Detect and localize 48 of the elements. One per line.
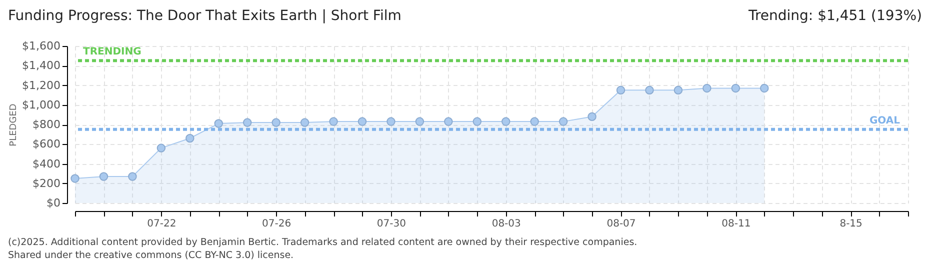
x-tick-label: 07-22 [147,218,176,230]
point [214,119,223,128]
x-tick-label: 08-03 [492,218,521,230]
point [558,117,568,126]
y-axis-title: PLEDGED [9,104,20,146]
point [156,144,166,152]
x-tick-label: 08-11 [722,218,751,230]
y-tick-label: $600 [32,138,60,151]
y-tick-label: $1,400 [22,59,60,72]
y-tick-label: $1,600 [22,40,60,52]
x-tick-label: 08-07 [606,218,636,230]
point [444,117,453,126]
point [530,117,539,126]
x-tick-label: 8-15 [840,218,862,230]
point [358,117,367,126]
point [645,86,654,95]
chart-subtitle: Trending: $1,451 (193%) [748,8,922,26]
point [386,117,396,126]
point [588,112,596,122]
x-tick-label: 07-26 [262,218,292,230]
y-tick-label: $1,200 [22,78,60,92]
text: (c)2025. Additional content provided by Benjamin Bertic. Trademarks and related content are owned by their respective companies. [8,236,638,249]
x-tick-label: 07-30 [376,218,406,230]
point [501,117,510,126]
point [329,117,338,126]
point [760,84,769,93]
point [242,118,252,127]
point [99,172,108,181]
chart-title: Funding Progress: The Door That Exits Earth | Short Film [8,8,402,26]
point [272,118,280,127]
point [731,84,740,93]
text: Shared under the creative commons (CC BY-NC 3.0) license. [8,249,295,262]
ref-line-label: GOAL [869,115,901,126]
y-tick-label: $1,000 [22,98,60,112]
point [616,86,626,95]
y-tick-label: $0 [46,196,60,210]
point [674,86,683,95]
point [472,117,482,126]
point [300,118,310,127]
point [70,174,80,183]
point [128,172,137,181]
point [702,84,712,93]
point [415,117,424,126]
y-tick-label: $400 [32,157,60,170]
y-tick-label: $800 [32,118,60,131]
ref-line-label: TRENDING [83,46,142,58]
point [186,134,194,143]
y-tick-label: $200 [32,176,60,190]
